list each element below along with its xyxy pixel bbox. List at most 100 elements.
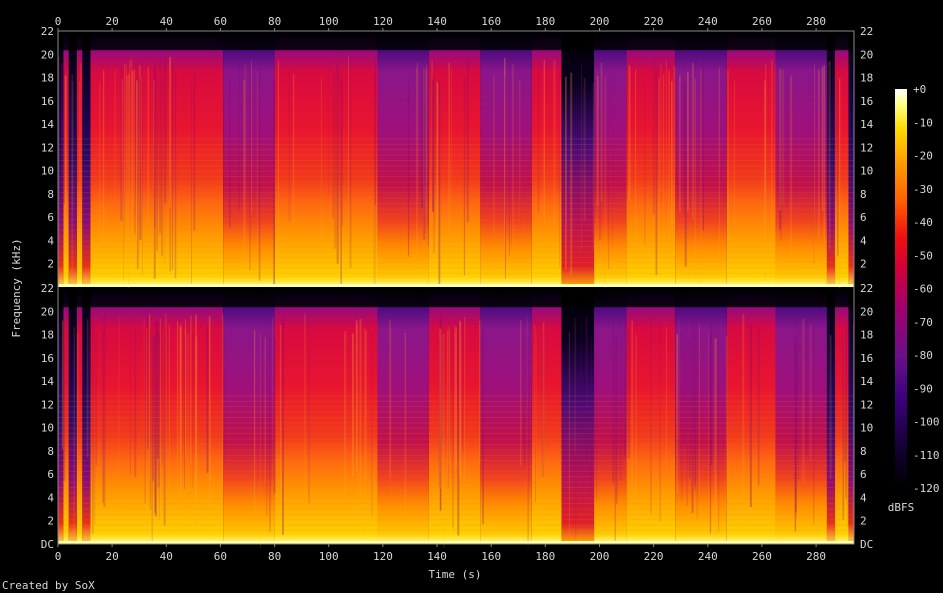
colorbar-tick-label: -40 [913,216,933,229]
spectrogram-streak [143,318,145,475]
y-tick-label-left: 22 [41,282,54,295]
spectrogram-streak [91,320,94,534]
x-tick-label-bottom: 160 [481,550,501,563]
spectrogram-streak [448,62,450,231]
y-tick-label-right: 20 [860,48,873,61]
spectrogram-segment-17 [775,31,827,287]
y-tick-label-left: 10 [41,422,54,435]
colorbar-tick-label: -20 [913,150,933,163]
y-tick-label-left: 2 [47,515,54,528]
spectrogram-streak [574,318,576,454]
spectrogram-segment-11 [531,31,562,287]
channel-1-spectrogram [58,31,854,294]
spectrogram-segment-4 [82,31,91,287]
spectrogram-segment-12 [561,288,595,544]
spectrogram-streak [726,69,730,255]
y-tick-label-right: 14 [860,375,874,388]
spectrogram-streak [504,57,506,271]
spectrogram-segment-2 [68,31,77,287]
spectrogram-streak [663,74,665,253]
dc-strip [58,284,854,287]
spectrogram-streak [581,62,583,251]
harmonic-band [58,272,854,274]
spectrogram-streak [273,81,276,293]
spectrogram-streak [136,80,138,266]
spectrogram-streak [635,334,637,526]
spectrogram-streak [453,325,456,472]
spectrogram-streak [439,318,441,511]
spectrogram-streak [120,67,123,221]
y-tick-label-right: 4 [860,492,867,505]
spectrogram-streak [131,71,134,263]
spectrogram-streak [130,58,133,234]
spectrogram-streak [518,80,521,224]
spectrogram-streak [457,322,460,536]
y-tick-label-left: 10 [41,165,54,178]
spectrogram-streak [165,314,167,530]
spectrogram-streak [797,313,799,480]
spectrogram-streak [184,337,186,489]
spectrogram-streak [373,74,376,291]
spectrogram-segment-13 [594,288,627,544]
spectrogram-streak [357,323,359,503]
colorbar-tick-label: -100 [913,416,940,429]
spectrogram-streak [365,330,367,481]
y-tick-label-left: 20 [41,305,54,318]
spectrogram-streak [535,315,536,502]
spectrogram-streak [710,322,713,466]
spectrogram-streak [274,337,276,494]
spectrogram-streak [482,327,484,525]
x-tick-label-bottom: 60 [214,550,227,563]
spectrogram-streak [341,78,344,227]
spectrogram-streak [136,66,139,269]
spectrogram-streak [141,76,142,272]
spectrogram-streak [154,322,157,517]
y-tick-label-left: 16 [41,95,54,108]
harmonic-band [58,454,854,456]
spectrogram-streak [749,325,752,507]
spectrogram-streak [161,76,163,257]
spectrogram-streak [779,68,782,211]
spectrogram-streak [794,337,797,532]
harmonic-band [58,400,854,402]
spectrogram-streak [821,66,824,212]
x-tick-label-top: 40 [160,15,173,28]
spectrogram-streak [187,333,189,483]
harmonic-band [58,486,854,488]
spectrogram-streak [694,319,696,489]
spectrogram-streak [796,320,797,517]
spectrogram-streak [849,327,850,469]
harmonic-band [58,229,854,231]
spectrogram-streak [845,322,847,499]
spectrogram-streak [269,317,271,532]
spectrogram-streak [665,59,667,199]
y-tick-label-right: 22 [860,25,873,38]
harmonic-band [58,186,854,188]
y-tick-label-left: 18 [41,329,54,342]
spectrogram-streak [686,325,688,507]
spectrogram-segment-2 [68,288,77,544]
colorbar-ticks: +0 -10 -20 -30 -40 -50 -60 -70 -80 -90 -100 -110 -12… [913,83,940,495]
spectrogram-streak [134,328,137,478]
spectrogram-streak [438,337,440,487]
harmonic-band [58,460,854,462]
harmonic-band [58,503,854,505]
spectrogram-streak [608,69,610,270]
spectrogram-streak [580,321,582,456]
spectrogram-streak [670,81,673,231]
spectrogram-streak [63,319,66,482]
colorbar-tick-label: -70 [913,316,933,329]
y-tick-label-left: 4 [47,235,54,248]
spectrogram-streak [371,333,373,517]
spectrogram-segment-20 [848,288,854,544]
spectrogram-streak [125,63,127,228]
spectrogram-segment-9 [428,31,481,287]
harmonic-band [58,235,854,237]
y-tick-label-left: 18 [41,72,54,85]
spectrogram-streak [352,333,354,477]
spectrogram-streak [332,69,334,218]
spectrogram-streak [823,65,826,244]
harmonic-band [58,256,854,258]
colorbar-tick-label: -30 [913,183,933,196]
x-tick-label-top: 160 [481,15,501,28]
